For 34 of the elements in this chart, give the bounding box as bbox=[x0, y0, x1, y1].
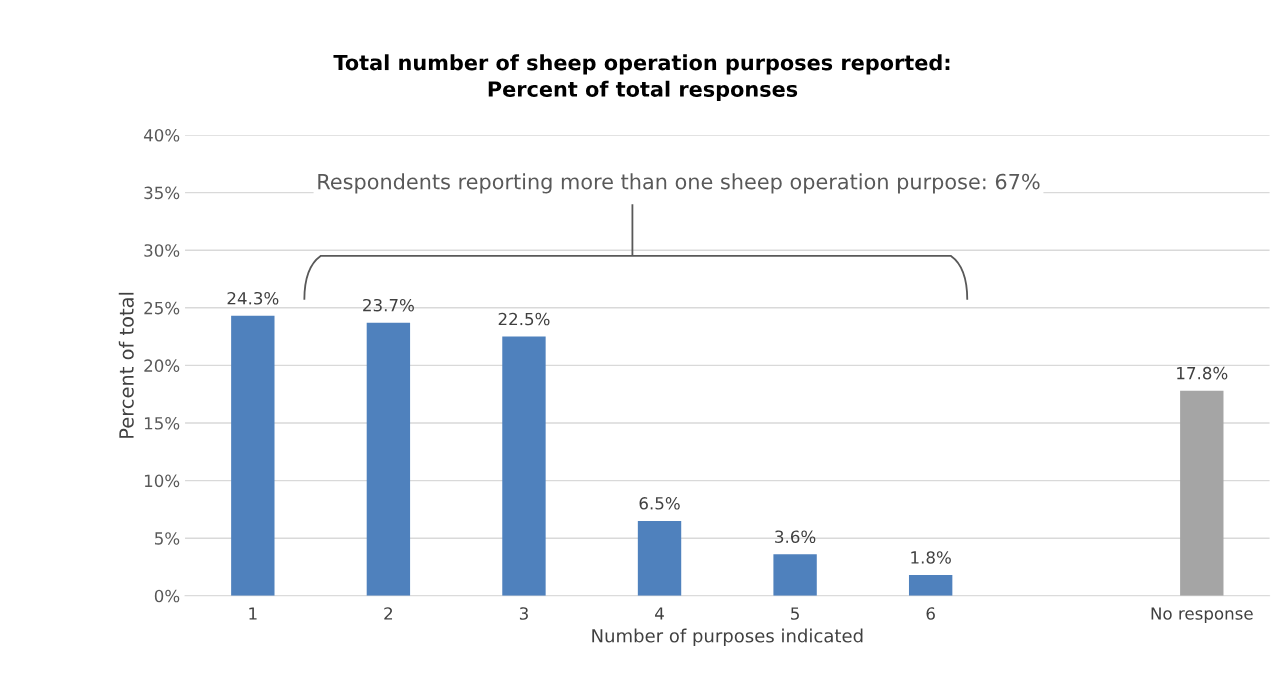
data-label: 22.5% bbox=[498, 312, 550, 326]
y-tick-label: 40% bbox=[143, 128, 180, 142]
chart-title: Total number of sheep operation purposes reported: Percent of total responses bbox=[333, 54, 950, 101]
annotation: Respondents reporting more than one sheep operation purpose: 67% bbox=[318, 173, 1040, 194]
y-tick-label: 15% bbox=[144, 416, 180, 430]
bar bbox=[773, 554, 817, 596]
x-tick-label: No response bbox=[1151, 607, 1253, 624]
x-axis-title: Number of purposes indicated bbox=[592, 628, 863, 647]
data-label: 6.5% bbox=[639, 497, 680, 510]
data-label: 17.8% bbox=[1177, 366, 1228, 380]
bar bbox=[637, 520, 682, 596]
x-tick-label: 3 bbox=[519, 607, 528, 620]
bar bbox=[502, 336, 546, 596]
y-tick-label: 30% bbox=[144, 244, 180, 257]
data-label: 1.8% bbox=[911, 551, 951, 564]
x-tick-label: 4 bbox=[655, 607, 664, 620]
y-axis-title: Percent of total bbox=[118, 292, 134, 438]
y-tick-label: 0% bbox=[154, 589, 180, 603]
y-tick-label: 25% bbox=[144, 301, 180, 315]
data-label: 24.3% bbox=[227, 291, 279, 305]
y-tick-label: 35% bbox=[144, 186, 180, 200]
x-tick-label: 6 bbox=[926, 607, 935, 620]
x-tick-label: 1 bbox=[249, 607, 257, 620]
x-tick-label: 2 bbox=[384, 607, 393, 620]
y-tick-label: 20% bbox=[144, 359, 180, 372]
bar bbox=[366, 322, 411, 596]
data-label: 3.6% bbox=[775, 530, 816, 544]
bar bbox=[1180, 390, 1224, 596]
data-label: 23.7% bbox=[363, 298, 414, 312]
y-tick-label: 5% bbox=[155, 532, 180, 545]
y-tick-label: 10% bbox=[144, 474, 180, 488]
x-tick-label: 5 bbox=[791, 607, 799, 620]
bar bbox=[231, 315, 275, 596]
bar bbox=[908, 575, 953, 596]
